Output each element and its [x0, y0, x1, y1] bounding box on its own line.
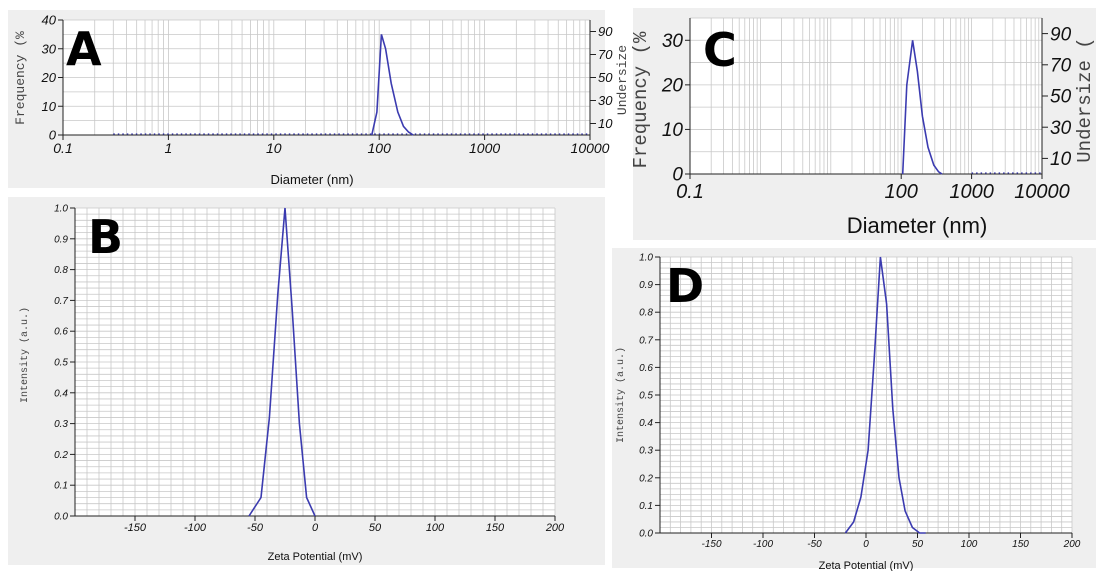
panel-d-x-tick-label: 0	[863, 539, 869, 550]
panel-b-series-line	[248, 207, 316, 517]
panel-a-y2-tick-label: 90	[598, 24, 613, 39]
panel-d-y-tick-label: 1.0	[639, 253, 653, 264]
panel-b-y-tick-label: 0.6	[54, 327, 68, 338]
panel-b-y-tick-label: 0.5	[54, 358, 68, 369]
panel-a-x-tick-label: 100	[368, 140, 392, 156]
panel-d-x-tick-label: 200	[1063, 539, 1081, 550]
panel-d-y-tick-label: 0.5	[639, 391, 653, 402]
panel-d-x-tick-label: -100	[753, 539, 773, 550]
panel-c-x-tick-label: 0.1	[676, 181, 704, 203]
panel-b-x-tick-label: 50	[369, 522, 382, 534]
panel-c-letter: C	[703, 23, 737, 77]
panel-b-y-tick-label: 0.8	[54, 265, 68, 276]
panel-b-x-tick-label: -150	[124, 522, 147, 534]
panel-d-series-line	[844, 256, 926, 534]
panel-a-x-tick-label: 1	[165, 140, 173, 156]
panel-d-x-axis-title: Zeta Potential (mV)	[819, 560, 914, 571]
panel-c-x-tick-label: 10000	[1014, 181, 1070, 203]
panel-b-x-tick-label: -100	[184, 522, 207, 534]
panel-a-y-tick-label: 30	[42, 41, 57, 56]
panel-c-y2-tick-label: 10	[1050, 149, 1072, 170]
panel-d-x-tick-label: 100	[961, 539, 978, 550]
panel-c-plot-area	[690, 18, 1042, 174]
panel-b-y-tick-label: 1.0	[54, 204, 68, 215]
panel-c-y-tick-label: 20	[661, 76, 684, 97]
panel-d-x-tick-label: 50	[912, 539, 924, 550]
panel-c-x-tick-label: 100	[885, 181, 918, 203]
panel-b-x-tick-label: 100	[426, 522, 445, 534]
panel-d-y-tick-label: 0.0	[639, 529, 653, 540]
panel-c-y2-axis-title: Undersize (	[1074, 37, 1096, 162]
panel-b-x-tick-label: 0	[312, 522, 319, 534]
panel-a-y2-tick-label: 30	[598, 93, 613, 108]
panel-a-x-tick-label: 1000	[469, 140, 500, 156]
panel-b-y-tick-label: 0.9	[54, 234, 68, 245]
panel-d-y-tick-label: 0.4	[639, 418, 653, 429]
panel-d-x-tick-label: -150	[701, 539, 721, 550]
panel-d-y-axis-title: Intensity (a.u.)	[615, 347, 627, 443]
panel-b-y-tick-label: 0.3	[54, 419, 68, 430]
axes-and-ticks	[58, 18, 1073, 538]
panel-b-y-tick-label: 0.2	[54, 450, 68, 461]
panel-c-y-tick-label: 10	[662, 120, 684, 141]
panel-d-y-tick-label: 0.7	[639, 335, 653, 346]
panel-d-y-tick-label: 0.3	[639, 446, 653, 457]
panel-a-y-tick-label: 40	[42, 13, 57, 28]
panel-d-x-tick-label: 150	[1012, 539, 1029, 550]
panel-c-series-line	[901, 40, 943, 175]
panel-d-y-tick-label: 0.8	[639, 308, 653, 319]
panel-a-y2-axis-title: Undersize	[615, 45, 630, 115]
panel-d-y-tick-label: 0.9	[639, 280, 653, 291]
grid-lines	[62, 17, 1073, 534]
panel-b-x-tick-label: 200	[545, 522, 565, 534]
panel-c-y-tick-label: 0	[672, 165, 683, 186]
panel-a-y2-tick-label: 10	[598, 116, 613, 131]
panel-c-y2-tick-label: 50	[1050, 87, 1072, 108]
panel-b-y-axis-title: Intensity (a.u.)	[19, 307, 31, 403]
panel-a-y-tick-label: 20	[41, 70, 57, 85]
data-series	[113, 34, 1042, 534]
panel-c-x-tick-label: 1000	[949, 181, 994, 203]
panel-c-y2-tick-label: 70	[1050, 55, 1072, 76]
panel-d-x-tick-label: -50	[807, 539, 822, 550]
panel-d-y-tick-label: 0.6	[639, 363, 653, 374]
panel-c-y-axis-title: Frequency (%	[630, 31, 652, 168]
panel-a-x-axis-title: Diameter (nm)	[270, 172, 353, 187]
panel-c-y-tick-label: 30	[662, 31, 684, 52]
panel-c-y2-tick-label: 90	[1050, 24, 1072, 45]
panel-a-y-tick-label: 10	[42, 99, 57, 114]
panel-b-y-tick-label: 0.0	[54, 512, 68, 523]
panel-c-y2-tick-label: 30	[1050, 118, 1072, 139]
panel-b-x-axis-title: Zeta Potential (mV)	[268, 551, 363, 563]
panel-a-x-tick-label: 0.1	[53, 140, 72, 156]
panel-d-letter: D	[666, 259, 704, 313]
panel-b-x-tick-label: 150	[486, 522, 505, 534]
panel-b-y-tick-label: 0.4	[54, 388, 68, 399]
panel-d-y-tick-label: 0.2	[639, 473, 653, 484]
panel-c-x-axis-title: Diameter (nm)	[847, 213, 988, 238]
panel-a-x-tick-label: 10	[266, 140, 282, 156]
panel-a-series-line	[371, 34, 414, 136]
panel-b-letter: B	[88, 210, 123, 264]
panel-a-letter: A	[66, 22, 102, 76]
panel-a-y2-tick-label: 70	[598, 47, 613, 62]
panel-b-y-tick-label: 0.7	[54, 296, 68, 307]
panel-a-y-tick-label: 0	[49, 128, 57, 143]
panel-a-x-tick-label: 10000	[571, 140, 610, 156]
panel-a-y-axis-title: Frequency (%	[13, 31, 28, 125]
tick-labels: 0.1 1 10 100 1000 100000102030401030507090-15…	[41, 13, 1081, 550]
panel-b-y-tick-label: 0.1	[54, 481, 68, 492]
panel-a-y2-tick-label: 50	[598, 70, 613, 85]
panel-b-x-tick-label: -50	[247, 522, 264, 534]
panel-d-y-tick-label: 0.1	[639, 501, 653, 512]
